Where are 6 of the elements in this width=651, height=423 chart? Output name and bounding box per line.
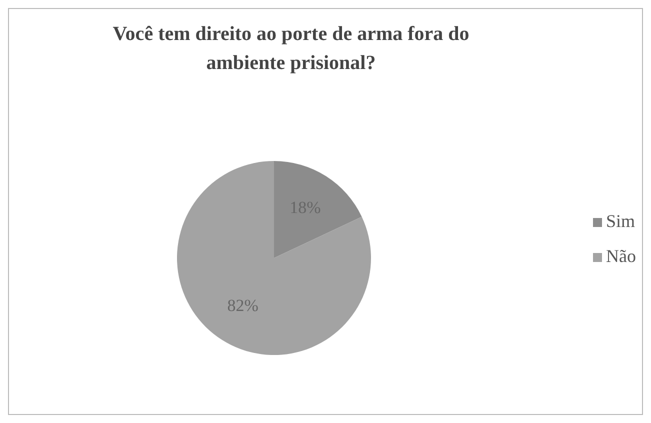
chart-title: Você tem direito ao porte de arma fora do ambiente prisional? — [112, 23, 470, 74]
pie-slice — [177, 161, 371, 355]
pie-slice — [274, 161, 362, 258]
legend-label: Sim — [606, 211, 636, 232]
data-label: 82% — [227, 296, 258, 316]
legend-label: Não — [606, 246, 636, 266]
